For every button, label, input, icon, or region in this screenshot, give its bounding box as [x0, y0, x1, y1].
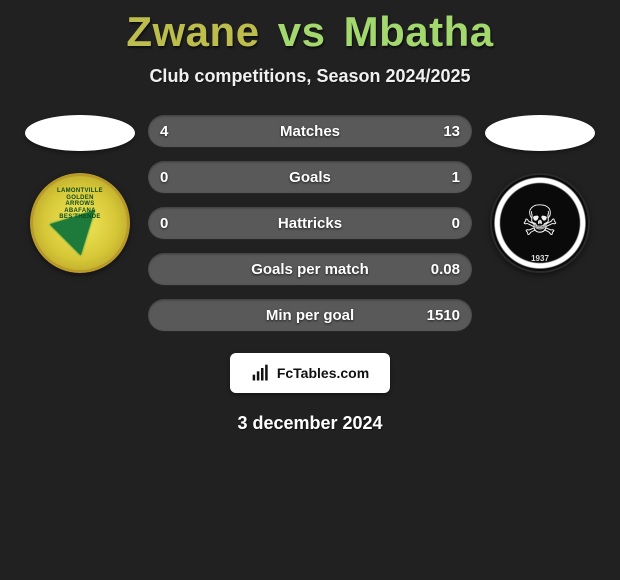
attribution-text: FcTables.com — [277, 365, 369, 381]
stat-row: Goals per match0.08 — [148, 253, 472, 285]
player1-name: Zwane — [126, 8, 259, 55]
stat-value-right: 1 — [452, 169, 460, 186]
stat-row: 0Goals1 — [148, 161, 472, 193]
stat-row: 4Matches13 — [148, 115, 472, 147]
player1-club-badge: LAMONTVILLE GOLDEN ARROWS ABAFANA BES'TH… — [30, 173, 130, 273]
page-title: Zwane vs Mbatha — [0, 0, 620, 56]
badge-pirates-year: 1937 — [531, 254, 549, 263]
left-side: LAMONTVILLE GOLDEN ARROWS ABAFANA BES'TH… — [20, 115, 140, 273]
stat-label: Hattricks — [148, 215, 472, 232]
stat-label: Matches — [148, 123, 472, 140]
stat-value-left: 4 — [160, 123, 168, 140]
subtitle: Club competitions, Season 2024/2025 — [0, 66, 620, 87]
player1-avatar-placeholder — [25, 115, 135, 151]
stat-value-right: 0.08 — [431, 261, 460, 278]
chart-bars-icon — [251, 363, 271, 383]
badge-arrows-text: LAMONTVILLE GOLDEN ARROWS ABAFANA BES'TH… — [57, 188, 104, 221]
stat-row: 0Hattricks0 — [148, 207, 472, 239]
attribution-badge: FcTables.com — [230, 353, 390, 393]
snapshot-date: 3 december 2024 — [0, 413, 620, 434]
right-side: 1937 — [480, 115, 600, 273]
player2-avatar-placeholder — [485, 115, 595, 151]
stat-label: Min per goal — [148, 307, 472, 324]
stat-row: Min per goal1510 — [148, 299, 472, 331]
stat-value-right: 0 — [452, 215, 460, 232]
comparison-content: LAMONTVILLE GOLDEN ARROWS ABAFANA BES'TH… — [0, 115, 620, 331]
stat-label: Goals per match — [148, 261, 472, 278]
player2-club-badge: 1937 — [490, 173, 590, 273]
stat-value-left: 0 — [160, 169, 168, 186]
stat-label: Goals — [148, 169, 472, 186]
stats-list: 4Matches130Goals10Hattricks0Goals per ma… — [140, 115, 480, 331]
stat-value-right: 1510 — [427, 307, 460, 324]
player2-name: Mbatha — [344, 8, 494, 55]
vs-label: vs — [272, 8, 332, 55]
stat-value-left: 0 — [160, 215, 168, 232]
stat-value-right: 13 — [443, 123, 460, 140]
